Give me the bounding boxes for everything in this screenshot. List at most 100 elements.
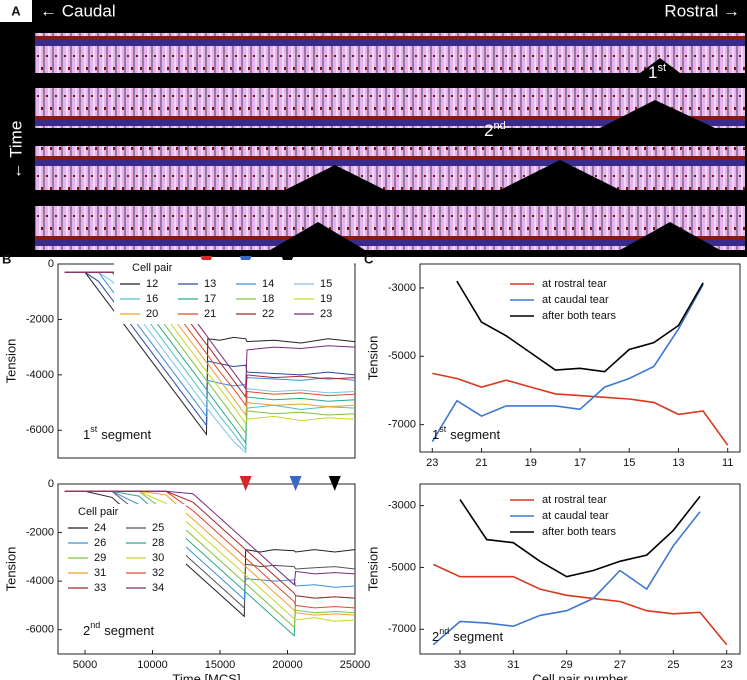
tear-label: 1st bbox=[648, 62, 666, 83]
legend-box bbox=[114, 260, 354, 324]
y-axis-label: Tension bbox=[365, 547, 380, 592]
segment-number: 2 bbox=[432, 629, 439, 644]
y-tick-label: 0 bbox=[48, 258, 54, 270]
legend-label: 16 bbox=[146, 293, 158, 305]
x-tick-label: 15000 bbox=[205, 659, 236, 671]
y-tick-label: -6000 bbox=[26, 624, 54, 636]
segment-suffix: st bbox=[90, 424, 98, 434]
legend-label: 19 bbox=[320, 293, 332, 305]
y-tick-label: -5000 bbox=[388, 561, 416, 573]
segment-text: segment bbox=[101, 427, 151, 442]
time-label: ← Time bbox=[6, 121, 25, 180]
legend-label: 29 bbox=[94, 552, 106, 564]
segment-suffix: nd bbox=[90, 620, 100, 630]
x-tick-label: 19 bbox=[525, 457, 537, 469]
tear-label: 2nd bbox=[484, 120, 506, 141]
x-axis-label: Time [MCS] bbox=[172, 671, 240, 680]
segment-label: 1st segment bbox=[432, 424, 500, 442]
series-line bbox=[459, 495, 701, 578]
tear bbox=[285, 160, 620, 190]
plot-frame bbox=[419, 483, 741, 655]
legend-label: 22 bbox=[262, 308, 274, 320]
y-tick-label: -3000 bbox=[388, 282, 416, 294]
y-tick-label: -4000 bbox=[26, 575, 54, 587]
tear bbox=[270, 222, 720, 250]
legend-label: 25 bbox=[152, 522, 164, 534]
segment-text: segment bbox=[104, 623, 154, 638]
x-tick-label: 10000 bbox=[137, 659, 168, 671]
series-line bbox=[64, 490, 356, 586]
x-axis-label: Cell pair number bbox=[532, 671, 628, 680]
series-line bbox=[432, 563, 728, 646]
y-tick-label: -6000 bbox=[26, 424, 54, 436]
legend-label: at rostral tear bbox=[542, 278, 607, 290]
legend-label: 31 bbox=[94, 567, 106, 579]
x-tick-label: 20000 bbox=[272, 659, 303, 671]
y-tick-label: -5000 bbox=[388, 350, 416, 362]
legend-label: at rostral tear bbox=[542, 494, 607, 506]
chart: 0 -2000 -4000 -6000 5000 10000 15000 20000 25000… bbox=[3, 476, 370, 680]
legend-label: 32 bbox=[152, 567, 164, 579]
legend-label: 13 bbox=[204, 278, 216, 290]
x-tick-label: 21 bbox=[475, 457, 487, 469]
legend-label: at caudal tear bbox=[542, 294, 609, 306]
panel-label: A bbox=[11, 3, 21, 18]
x-tick-label: 5000 bbox=[73, 659, 97, 671]
legend-label: 18 bbox=[262, 293, 274, 305]
segment-text: segment bbox=[450, 427, 500, 442]
tear-suffix: nd bbox=[493, 120, 505, 132]
legend-label: after both tears bbox=[542, 526, 616, 538]
legend-label: 26 bbox=[94, 537, 106, 549]
x-tick-label: 15 bbox=[623, 457, 635, 469]
x-tick-label: 27 bbox=[614, 659, 626, 671]
series-line bbox=[431, 284, 704, 443]
y-tick-label: -4000 bbox=[26, 369, 54, 381]
segment-suffix: nd bbox=[439, 626, 449, 636]
legend-label: 23 bbox=[320, 308, 332, 320]
legend-title: Cell pair bbox=[132, 262, 173, 274]
segment-number: 1 bbox=[432, 427, 439, 442]
legend-label: after both tears bbox=[542, 310, 616, 322]
segment-label: 2nd segment bbox=[432, 626, 503, 644]
tissue-strip bbox=[35, 33, 745, 73]
x-tick-label: 25000 bbox=[340, 659, 371, 671]
segment-label: 1st segment bbox=[83, 424, 151, 442]
legend-label: 28 bbox=[152, 537, 164, 549]
panel-label: B bbox=[2, 251, 11, 266]
tear-suffix: st bbox=[657, 62, 666, 74]
legend-label: at caudal tear bbox=[542, 510, 609, 522]
series-line bbox=[432, 511, 701, 646]
direction-label: Rostral → bbox=[664, 1, 740, 20]
chart: 0 -2000 -4000 -6000 Tension B 1st segment Cell p… bbox=[2, 251, 356, 459]
legend-label: 14 bbox=[262, 278, 274, 290]
legend-label: 33 bbox=[94, 582, 106, 594]
tissue-strip bbox=[35, 146, 745, 190]
segment-suffix: st bbox=[439, 424, 447, 434]
segment-text: segment bbox=[453, 629, 503, 644]
x-tick-label: 23 bbox=[721, 659, 733, 671]
tear-number: 2 bbox=[484, 121, 493, 140]
y-tick-label: -7000 bbox=[388, 623, 416, 635]
event-marker bbox=[328, 476, 341, 491]
series-line bbox=[64, 490, 356, 601]
legend-label: 24 bbox=[94, 522, 106, 534]
panel-label: C bbox=[364, 251, 374, 266]
legend-label: 34 bbox=[152, 582, 164, 594]
series-line bbox=[432, 372, 729, 446]
x-tick-label: 25 bbox=[667, 659, 679, 671]
x-tick-label: 11 bbox=[722, 457, 733, 469]
legend-label: 12 bbox=[146, 278, 158, 290]
x-tick-label: 33 bbox=[454, 659, 466, 671]
y-tick-label: 0 bbox=[48, 478, 54, 490]
y-tick-label: -2000 bbox=[26, 313, 54, 325]
y-tick-label: -2000 bbox=[26, 526, 54, 538]
x-tick-label: 29 bbox=[561, 659, 573, 671]
legend-label: 17 bbox=[204, 293, 216, 305]
legend-label: 20 bbox=[146, 308, 158, 320]
panel-a: A ← Caudal Rostral → ← Time 1st 2nd bbox=[0, 0, 747, 257]
series-line bbox=[456, 280, 704, 373]
direction-label: ← Caudal bbox=[40, 1, 116, 20]
chart: -3000 -5000 -7000 33 31 29 27 25 23 Tension Cell p… bbox=[365, 483, 741, 680]
y-axis-label: Tension bbox=[3, 547, 18, 592]
